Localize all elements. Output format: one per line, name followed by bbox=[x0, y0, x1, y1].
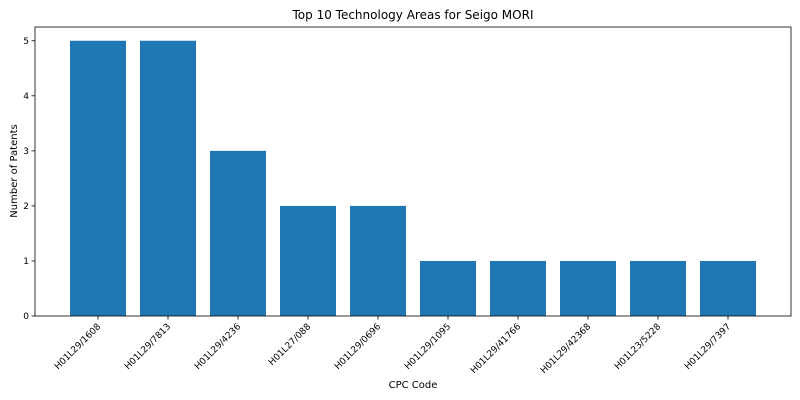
bar-3 bbox=[210, 151, 266, 316]
x-tick-label: H01L29/7813 bbox=[123, 322, 173, 372]
x-tick-label: H01L29/41766 bbox=[469, 322, 523, 376]
bar-1 bbox=[70, 41, 126, 316]
bar-7 bbox=[490, 261, 546, 316]
x-tick-label: H01L29/1095 bbox=[403, 322, 453, 372]
x-tick-label: H01L27/088 bbox=[267, 322, 313, 368]
y-tick-label: 3 bbox=[23, 147, 29, 157]
bar-9 bbox=[630, 261, 686, 316]
y-tick-label: 1 bbox=[23, 257, 29, 267]
bars-group bbox=[70, 41, 756, 316]
y-axis: 0 1 2 3 4 5 bbox=[23, 37, 35, 322]
chart-title: Top 10 Technology Areas for Seigo MORI bbox=[292, 8, 534, 22]
x-tick-label: H01L29/7397 bbox=[683, 322, 733, 372]
bar-4 bbox=[280, 206, 336, 316]
x-tick-label: H01L29/1608 bbox=[53, 322, 103, 372]
y-tick-label: 4 bbox=[23, 92, 29, 102]
bar-2 bbox=[140, 41, 196, 316]
bar-8 bbox=[560, 261, 616, 316]
y-axis-label: Number of Patents bbox=[9, 124, 20, 217]
x-tick-label: H01L23/5228 bbox=[613, 322, 663, 372]
bar-10 bbox=[700, 261, 756, 316]
x-tick-label: H01L29/0696 bbox=[333, 322, 383, 372]
bar-5 bbox=[350, 206, 406, 316]
x-axis-label: CPC Code bbox=[389, 380, 438, 391]
x-tick-label: H01L29/4236 bbox=[193, 322, 243, 372]
y-tick-label: 0 bbox=[23, 312, 29, 322]
bar-6 bbox=[420, 261, 476, 316]
x-axis: H01L29/1608 H01L29/7813 H01L29/4236 H01L27/… bbox=[53, 316, 733, 376]
y-tick-label: 5 bbox=[23, 37, 29, 47]
y-tick-label: 2 bbox=[23, 202, 29, 212]
x-tick-label: H01L29/42368 bbox=[539, 322, 593, 376]
